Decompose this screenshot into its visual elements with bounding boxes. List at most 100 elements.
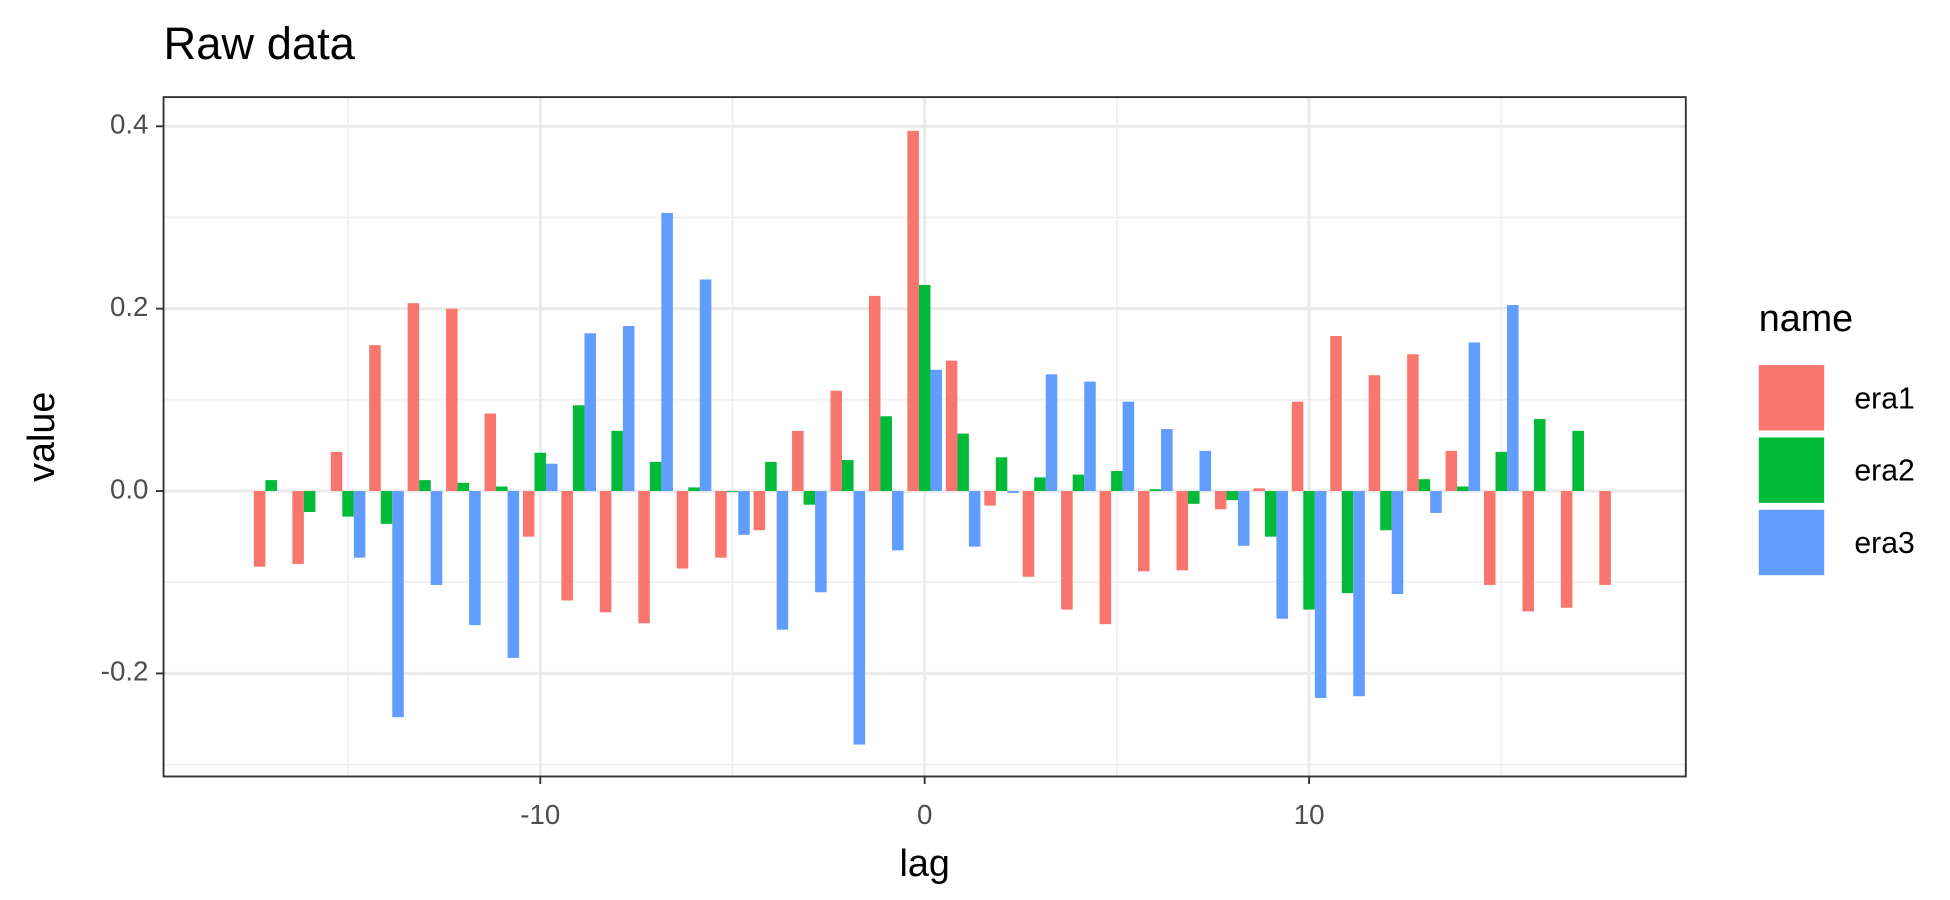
- bar: [1099, 491, 1112, 625]
- bar: [1034, 477, 1046, 492]
- bar: [715, 491, 727, 558]
- bar: [688, 487, 700, 492]
- chart-title: Raw data: [164, 18, 356, 69]
- bar: [1407, 354, 1419, 492]
- bar: [484, 413, 497, 492]
- bar: [907, 130, 919, 492]
- y-tick-label: -0.2: [101, 656, 149, 687]
- bar: [1187, 491, 1200, 504]
- bar: [1330, 336, 1342, 492]
- legend-label: era3: [1854, 527, 1914, 560]
- bar: [1226, 491, 1238, 501]
- bar: [930, 369, 942, 492]
- bar: [853, 491, 866, 745]
- bar: [407, 303, 420, 492]
- bar: [1161, 429, 1173, 492]
- bar: [1507, 305, 1519, 492]
- bar: [265, 480, 277, 492]
- bar: [342, 491, 354, 517]
- bar: [330, 451, 343, 492]
- bar: [1214, 491, 1227, 510]
- bar: [1380, 491, 1392, 531]
- bar: [1176, 491, 1188, 571]
- bar: [638, 491, 650, 624]
- y-tick-label: 0.2: [110, 291, 148, 322]
- bar: [649, 461, 662, 492]
- legend-key: [1758, 365, 1825, 431]
- bar: [945, 360, 958, 492]
- bar: [1368, 375, 1381, 492]
- legend-label: era1: [1854, 382, 1914, 415]
- bar: [1138, 491, 1150, 572]
- bar: [1084, 381, 1096, 492]
- bar: [534, 452, 547, 492]
- bar: [622, 325, 635, 492]
- bar: [507, 491, 520, 658]
- bar: [957, 433, 969, 492]
- bar: [918, 284, 931, 492]
- bar: [1303, 491, 1315, 610]
- bar: [984, 491, 996, 506]
- bar: [369, 345, 381, 492]
- bar: [1572, 430, 1584, 492]
- bar: [868, 295, 881, 492]
- bar: [303, 491, 316, 513]
- bar: [1533, 419, 1546, 492]
- bar: [1072, 474, 1085, 492]
- legend-key: [1758, 437, 1825, 503]
- bar: [496, 486, 508, 492]
- bar: [842, 460, 854, 492]
- bar: [469, 491, 481, 626]
- bar: [446, 308, 458, 492]
- bar: [1560, 491, 1573, 608]
- bar: [253, 491, 266, 567]
- bar: [546, 463, 558, 492]
- bar: [1599, 491, 1611, 585]
- bar: [572, 405, 585, 492]
- bar: [1353, 491, 1365, 697]
- bar: [765, 461, 777, 492]
- bar: [1007, 491, 1019, 493]
- bar: [1264, 491, 1277, 537]
- x-tick-label: 10: [1294, 799, 1325, 830]
- bar: [792, 430, 804, 492]
- bar: [611, 430, 623, 492]
- bar: [1445, 450, 1458, 492]
- bar: [1045, 374, 1058, 492]
- bar: [1457, 486, 1469, 492]
- x-axis-label: lag: [899, 842, 949, 884]
- bar: [1122, 401, 1135, 492]
- bars: [253, 130, 1611, 745]
- bar: [815, 491, 827, 593]
- bar: [1468, 342, 1481, 492]
- bar: [699, 279, 712, 492]
- bar: [392, 491, 404, 718]
- y-tick-label: 0.0: [110, 473, 148, 504]
- bar: [661, 212, 673, 492]
- bar: [726, 491, 739, 492]
- bar: [1341, 491, 1354, 594]
- bar: [380, 491, 393, 524]
- bar: [1430, 491, 1442, 513]
- bar: [738, 491, 750, 535]
- bar: [1391, 491, 1404, 595]
- bar: [1253, 488, 1265, 492]
- bar: [968, 491, 981, 547]
- bar: [599, 491, 612, 613]
- bar: [803, 491, 816, 505]
- bar: [995, 457, 1008, 492]
- bar: [1149, 489, 1162, 492]
- bar: [1022, 491, 1035, 577]
- bar: [880, 416, 893, 492]
- bar: [1522, 491, 1534, 612]
- bar: [753, 491, 766, 531]
- y-axis-label: value: [20, 392, 62, 482]
- bar: [292, 491, 304, 564]
- legend-key: [1758, 509, 1825, 576]
- bar: [1291, 401, 1304, 492]
- bar: [1418, 479, 1431, 492]
- bar: [676, 491, 689, 569]
- bar: [776, 491, 789, 630]
- bar: [584, 333, 597, 492]
